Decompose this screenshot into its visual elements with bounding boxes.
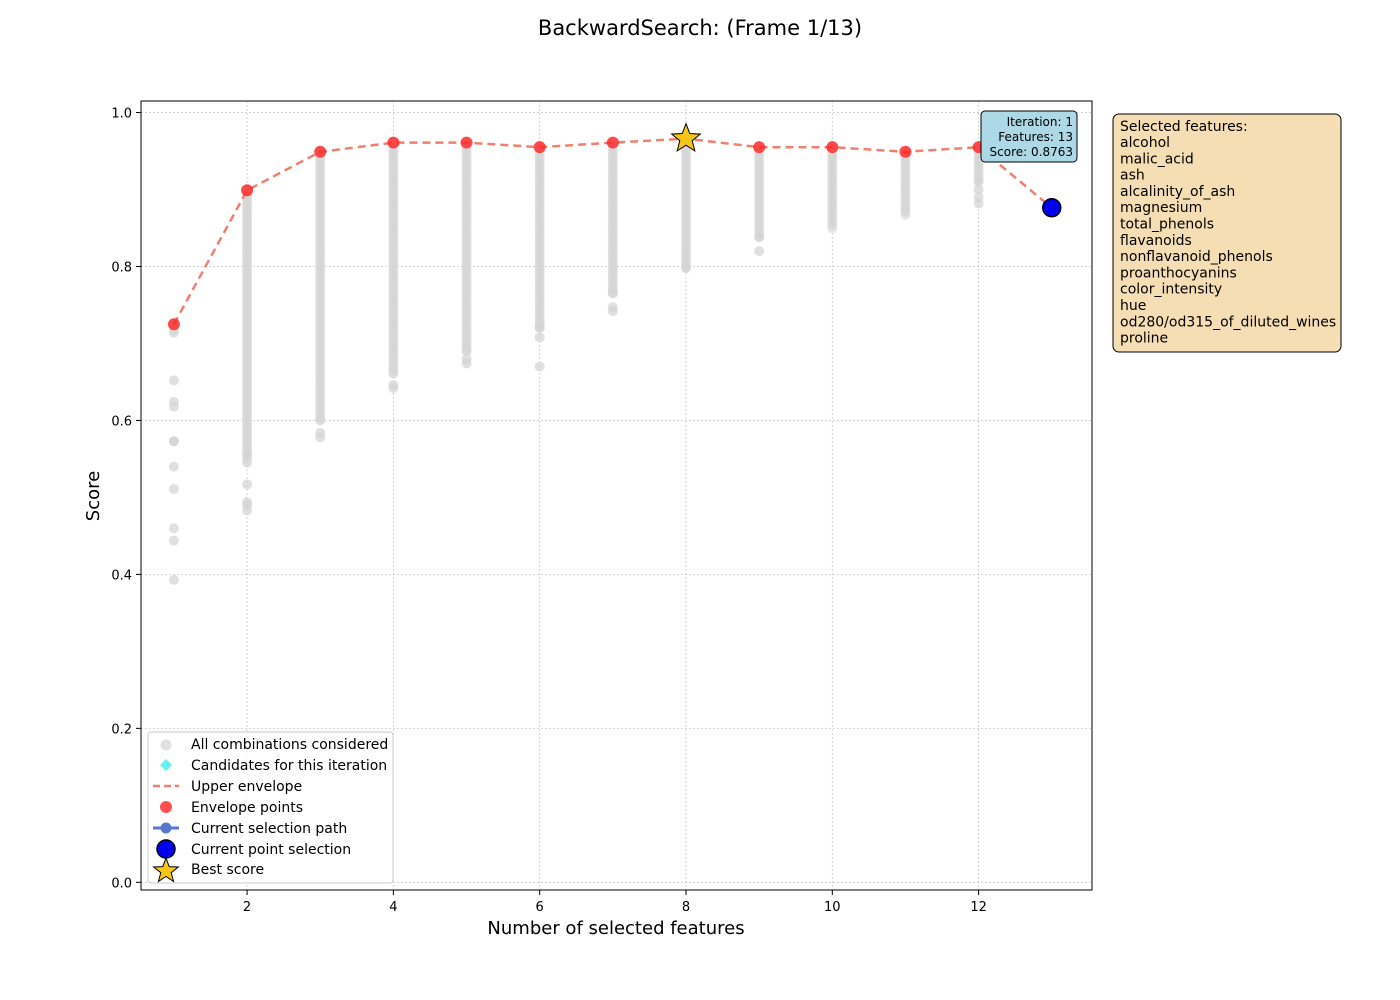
combination-point: [973, 192, 984, 203]
selected-feature-item: ash: [1120, 168, 1145, 184]
combination-point: [534, 323, 545, 334]
legend-label-path: Current selection path: [191, 821, 347, 837]
selected-feature-item: malic_acid: [1120, 151, 1194, 167]
selected-feature-item: alcohol: [1120, 135, 1170, 151]
combination-point: [827, 223, 838, 234]
selected-feature-item: proline: [1120, 331, 1168, 347]
selected-feature-item: flavanoids: [1120, 233, 1192, 249]
combination-point: [315, 427, 326, 438]
combination-point: [168, 375, 179, 386]
combination-point: [754, 246, 765, 257]
selected-features-heading: Selected features:: [1120, 119, 1248, 135]
iteration-info-box: Iteration: 1 Features: 13 Score: 0.8763: [980, 110, 1078, 163]
x-tick-label: 2: [243, 900, 251, 915]
legend-label-envelope-line: Upper envelope: [191, 779, 302, 795]
x-tick-label: 6: [536, 900, 544, 915]
combination-point: [168, 483, 179, 494]
selected-feature-item: nonflavanoid_phenols: [1120, 249, 1273, 265]
iteration-text: Iteration: 1: [1007, 115, 1073, 129]
current-point: [1042, 198, 1062, 218]
combination-point: [168, 396, 179, 407]
chart-title: BackwardSearch: (Frame 1/13): [538, 16, 862, 40]
y-tick-label: 0.6: [111, 414, 132, 429]
legend-marker-path-dot: [160, 822, 172, 834]
best-score-star: [670, 122, 702, 153]
combination-point: [168, 535, 179, 546]
x-tick-label: 10: [824, 900, 841, 915]
selected-features-box: Selected features: alcoholmalic_acidasha…: [1112, 113, 1342, 353]
selected-feature-item: od280/od315_of_diluted_wines: [1120, 314, 1336, 330]
envelope-point: [533, 141, 546, 154]
envelope-point: [241, 184, 254, 197]
legend: All combinations considered Candidates f…: [147, 731, 394, 884]
selected-feature-item: proanthocyanins: [1120, 265, 1237, 281]
combination-point: [168, 327, 179, 338]
combination-point: [607, 302, 618, 313]
combination-point: [461, 353, 472, 364]
envelope-point: [387, 136, 400, 149]
legend-label-current: Current point selection: [191, 842, 351, 858]
y-tick-label: 0.2: [111, 722, 132, 737]
selected-feature-item: alcalinity_of_ash: [1120, 184, 1235, 200]
selected-feature-item: total_phenols: [1120, 217, 1214, 233]
combination-point: [534, 332, 545, 343]
combination-point: [388, 368, 399, 379]
legend-label-candidates: Candidates for this iteration: [191, 758, 387, 774]
combination-point: [680, 263, 691, 274]
combination-point: [168, 574, 179, 585]
envelope-point: [460, 136, 473, 149]
combination-point: [461, 346, 472, 357]
x-axis: 2 4 6 8 10 12: [243, 890, 987, 915]
combination-point: [900, 209, 911, 220]
combination-point: [168, 461, 179, 472]
combination-point: [242, 479, 253, 490]
envelope-point: [606, 136, 619, 149]
plot-area: [140, 100, 1093, 891]
legend-marker-envelope-points: [160, 801, 172, 813]
legend-label-all: All combinations considered: [191, 737, 388, 753]
combination-point: [242, 497, 253, 508]
envelope-point: [753, 141, 766, 154]
combination-point: [534, 361, 545, 372]
envelope-point: [314, 145, 327, 158]
combination-point: [168, 523, 179, 534]
y-axis: 0.0 0.2 0.4 0.6 0.8 1.0: [111, 107, 141, 891]
legend-label-best: Best score: [191, 862, 264, 878]
y-tick-label: 0.8: [111, 260, 132, 275]
y-tick-label: 1.0: [111, 107, 132, 122]
legend-marker-current: [156, 839, 176, 859]
combination-point: [315, 415, 326, 426]
legend-marker-all: [160, 739, 172, 751]
legend-marker-candidates: [160, 759, 172, 771]
legend-marker-best: [152, 856, 180, 883]
scatter-points: [168, 133, 984, 585]
envelope-point: [899, 145, 912, 158]
selected-feature-item: magnesium: [1120, 200, 1202, 216]
envelope-point: [826, 141, 839, 154]
combination-point: [973, 184, 984, 195]
combination-point: [973, 176, 984, 187]
score-text: Score: 0.8763: [990, 145, 1073, 159]
y-axis-label: Score: [83, 471, 104, 521]
x-tick-label: 8: [682, 900, 690, 915]
combination-point: [754, 232, 765, 243]
x-tick-label: 4: [389, 900, 397, 915]
x-axis-label: Number of selected features: [487, 918, 744, 939]
combination-point: [242, 449, 253, 460]
y-tick-label: 0.4: [111, 568, 132, 583]
x-tick-label: 12: [970, 900, 987, 915]
y-tick-label: 0.0: [111, 876, 132, 891]
features-count-text: Features: 13: [998, 130, 1073, 144]
selected-feature-item: color_intensity: [1120, 282, 1222, 298]
combination-point: [388, 380, 399, 391]
selected-feature-item: hue: [1120, 298, 1146, 314]
combination-point: [607, 288, 618, 299]
envelope-point: [167, 318, 180, 331]
combination-point: [168, 436, 179, 447]
legend-label-envelope-points: Envelope points: [191, 800, 303, 816]
